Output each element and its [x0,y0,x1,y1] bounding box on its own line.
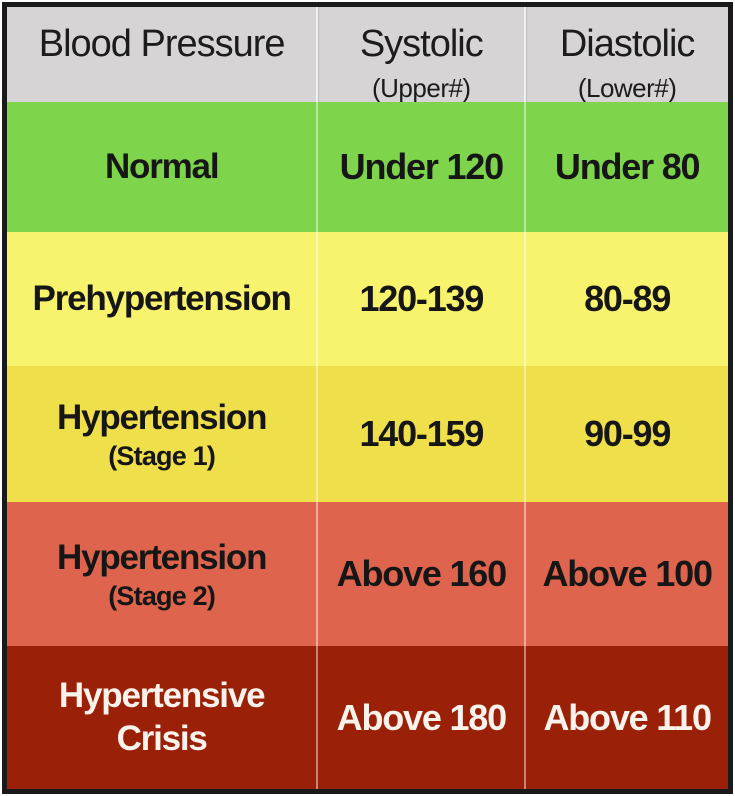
header-cell-blood-pressure: Blood Pressure [7,7,316,102]
category-cell: Hypertensive Crisis [7,646,316,789]
table-row-hypertension-stage1: Hypertension (Stage 1) 140-159 90-99 [7,366,728,502]
diastolic-value: 80-89 [524,232,728,366]
diastolic-value: Under 80 [524,102,728,232]
systolic-value: 140-159 [316,366,524,502]
category-cell: Hypertension (Stage 1) [7,366,316,502]
systolic-value: Under 120 [316,102,524,232]
category-sublabel: (Stage 2) [108,580,216,611]
table-row-hypertension-stage2: Hypertension (Stage 2) Above 160 Above 1… [7,502,728,646]
diastolic-value: Above 100 [524,502,728,646]
category-label: Hypertension [57,537,267,577]
systolic-value: Above 180 [316,646,524,789]
category-cell: Normal [7,102,316,232]
category-cell: Prehypertension [7,232,316,366]
header-title-blood-pressure: Blood Pressure [38,23,286,65]
header-subtitle-lower: (Lower#) [577,72,677,102]
header-subtitle-upper: (Upper#) [372,72,471,102]
category-sublabel: (Stage 1) [108,440,216,471]
table-row-prehypertension: Prehypertension 120-139 80-89 [7,232,728,366]
header-title-diastolic: Diastolic [559,23,696,65]
diastolic-value: 90-99 [524,366,728,502]
header-cell-diastolic: Diastolic (Lower#) [524,7,728,102]
category-label: Normal [104,146,220,186]
category-label: Hypertension [57,397,267,437]
diastolic-value: Above 110 [524,646,728,789]
header-title-systolic: Systolic [359,23,484,65]
category-cell: Hypertension (Stage 2) [7,502,316,646]
table-row-hypertensive-crisis: Hypertensive Crisis Above 180 Above 110 [7,646,728,789]
systolic-value: Above 160 [316,502,524,646]
category-label: Prehypertension [32,278,292,318]
systolic-value: 120-139 [316,232,524,366]
table-header-row: Blood Pressure Systolic (Upper#) Diastol… [7,7,728,102]
header-cell-systolic: Systolic (Upper#) [316,7,524,102]
category-label: Hypertensive Crisis [58,675,266,758]
table-row-normal: Normal Under 120 Under 80 [7,102,728,232]
